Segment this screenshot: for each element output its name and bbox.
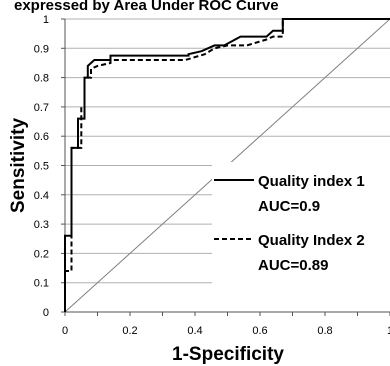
y-tick-label: 1 — [43, 14, 49, 26]
y-tick-label: 0.7 — [34, 102, 49, 114]
y-tick-label: 0.9 — [34, 43, 49, 55]
y-tick-label: 0.4 — [34, 190, 49, 202]
y-tick-label: 0.3 — [34, 219, 49, 231]
x-axis-title: 1-Specificity — [172, 344, 284, 365]
legend-label-2: Quality Index 2 — [258, 232, 365, 249]
x-tick-label: 0.2 — [122, 325, 137, 337]
auc-annotation-2: AUC=0.89 — [258, 257, 328, 274]
y-tick-label: 0.6 — [34, 131, 49, 143]
x-tick-label: 0.6 — [252, 325, 267, 337]
legend-label-1: Quality index 1 — [258, 173, 365, 190]
x-tick-label: 0 — [62, 325, 68, 337]
y-tick-label: 0.1 — [34, 278, 49, 290]
y-tick-label: 0.2 — [34, 248, 49, 260]
label-layer: expressed by Area Under ROC Curve 1-Speci… — [8, 0, 284, 365]
y-axis-title: Sensitivity — [8, 118, 29, 213]
legend-background — [212, 162, 390, 287]
x-tick-label: 1 — [387, 325, 390, 337]
chart-title: expressed by Area Under ROC Curve — [14, 0, 279, 14]
legend: Quality index 1 AUC=0.9 Quality Index 2 AUC… — [212, 162, 390, 287]
x-tick-label: 0.4 — [187, 325, 202, 337]
y-tick-label: 0.8 — [34, 73, 49, 85]
auc-annotation-1: AUC=0.9 — [258, 198, 320, 215]
axis-layer: 0 0.1 0.2 0.3 0.4 0.5 0.6 0.7 0.8 0.9 1 0 0.2 0.4 0.6 0… — [34, 14, 390, 337]
x-tick-label: 0.8 — [317, 325, 332, 337]
roc-series-line-2 — [64, 18, 390, 312]
y-tick-label: 0 — [43, 307, 49, 319]
y-tick-label: 0.5 — [34, 161, 49, 173]
